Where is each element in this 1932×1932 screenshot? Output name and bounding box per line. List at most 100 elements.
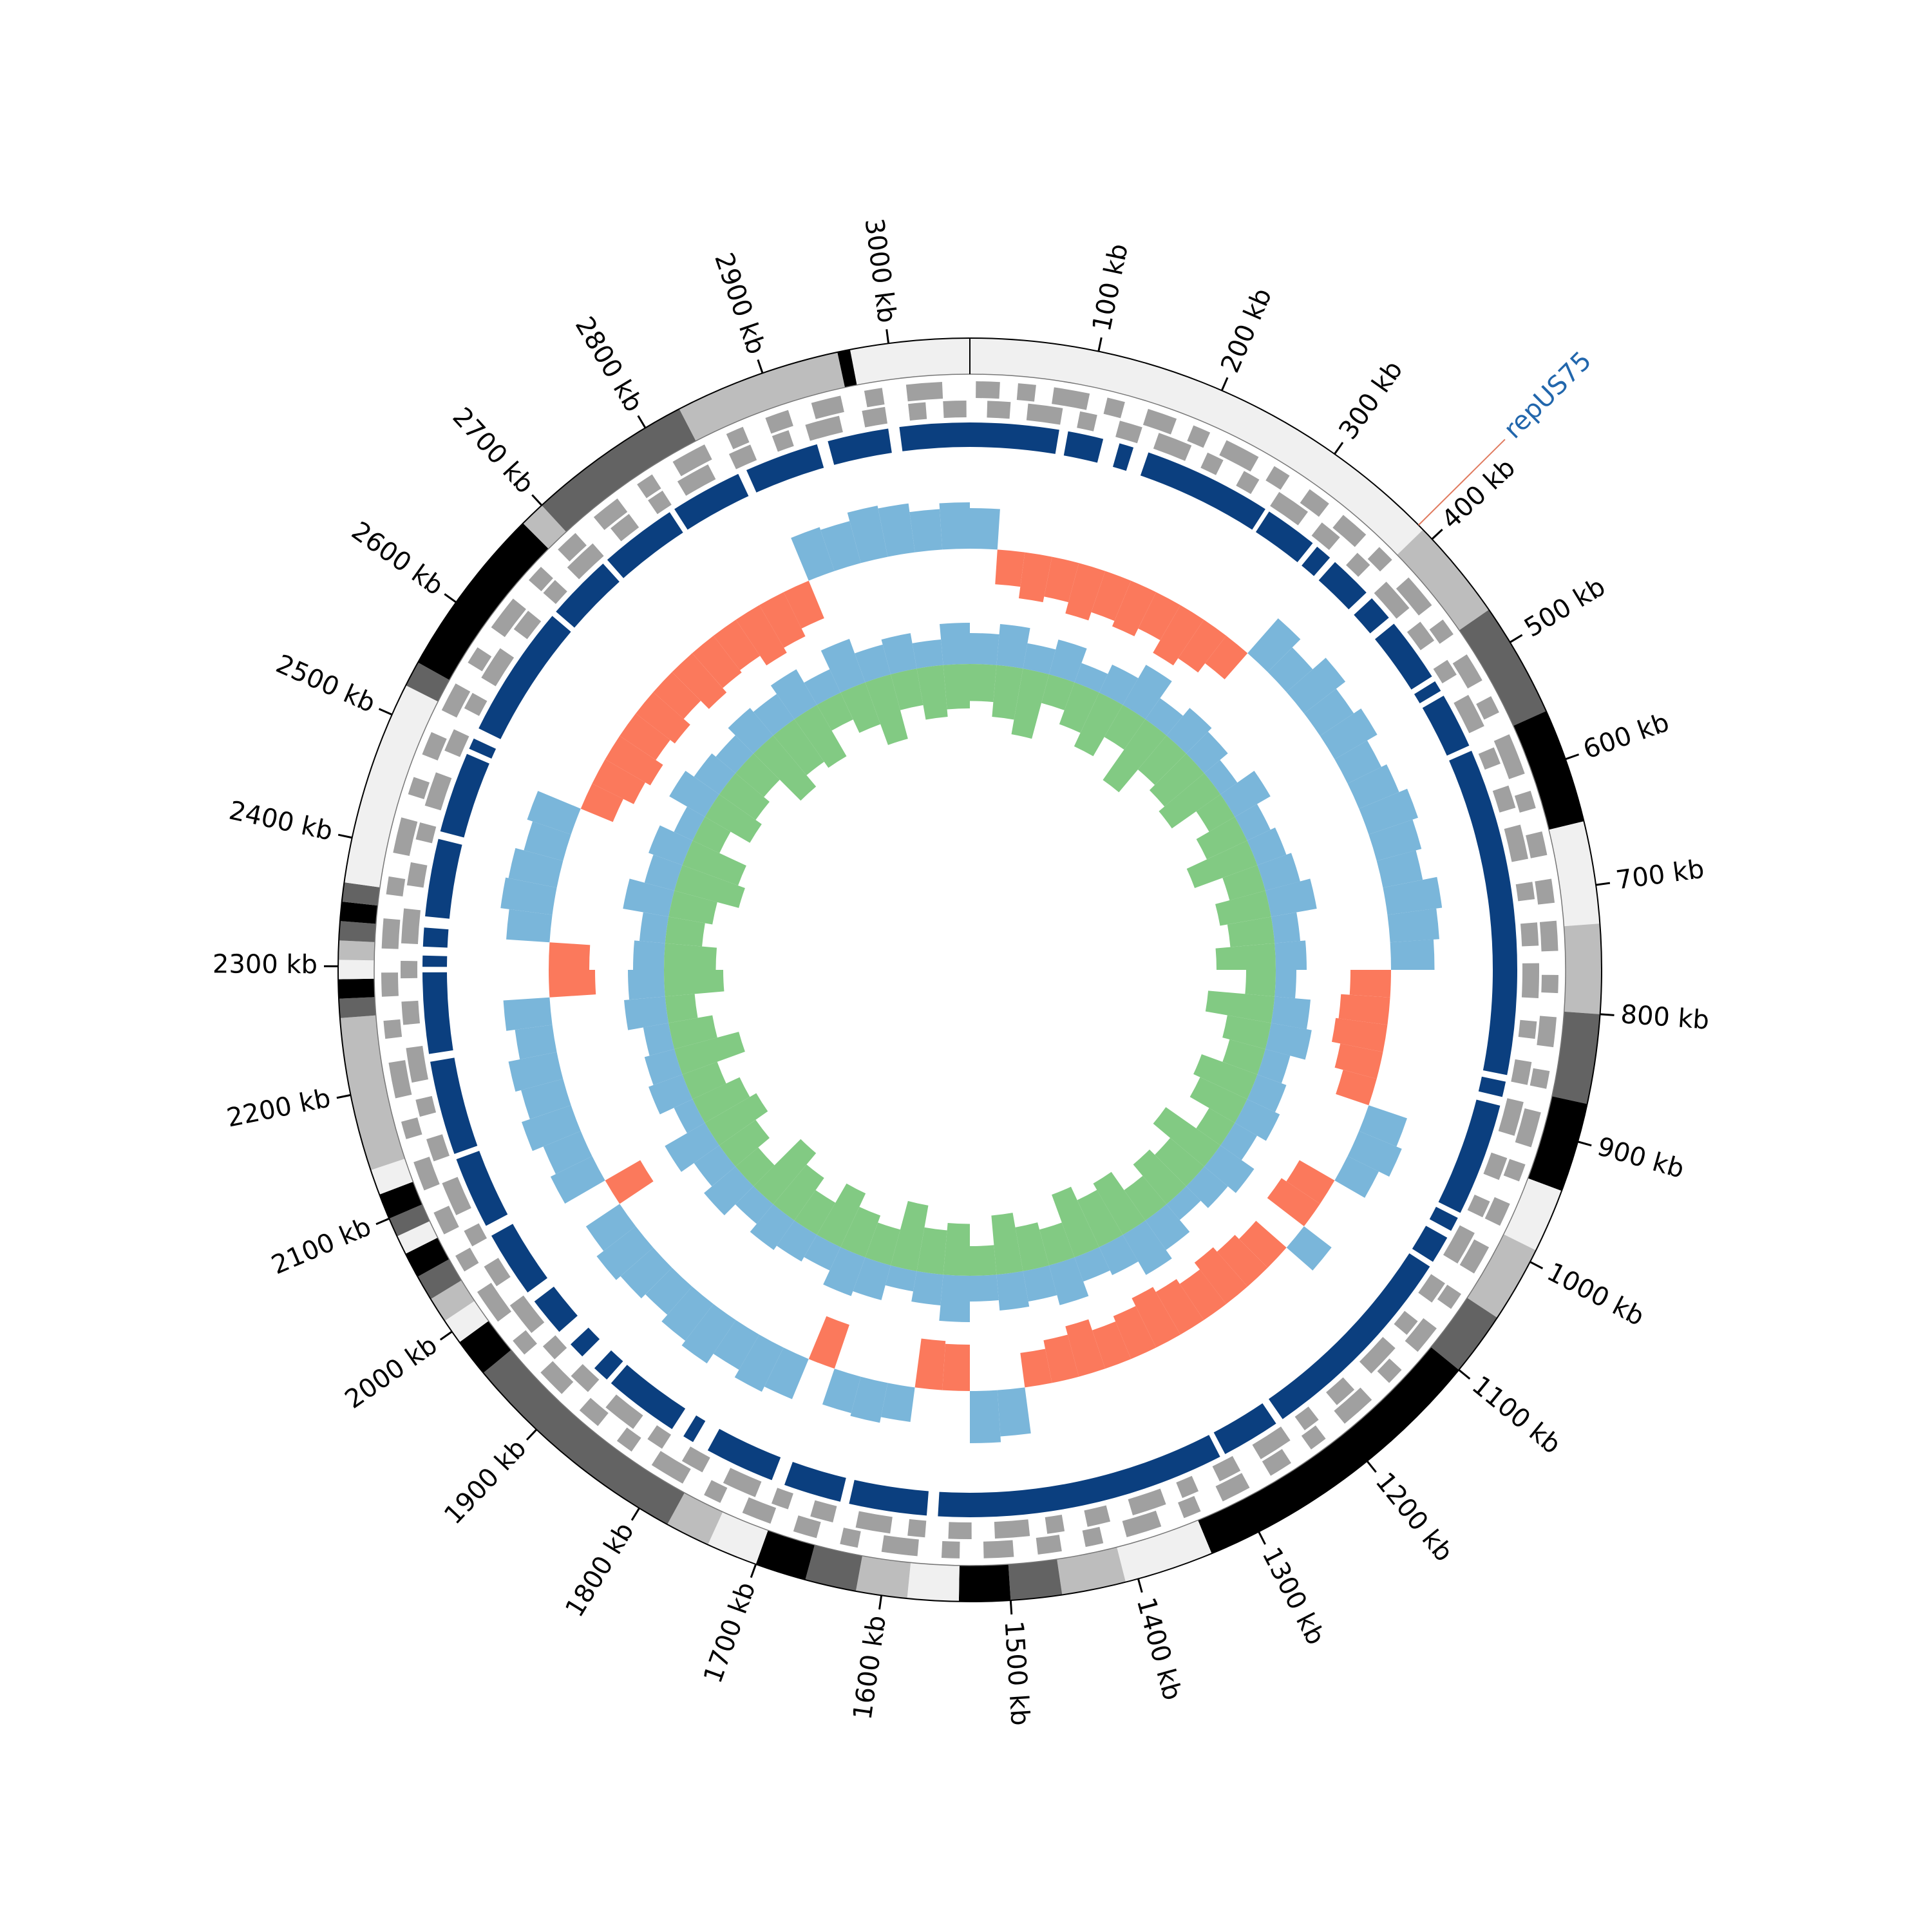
band bbox=[679, 352, 846, 441]
track-bar bbox=[1286, 1226, 1332, 1271]
track-bar bbox=[1166, 1186, 1201, 1220]
feature bbox=[481, 648, 515, 687]
track-bar bbox=[1018, 552, 1052, 603]
block bbox=[746, 444, 824, 493]
block bbox=[1438, 1099, 1501, 1213]
track-bar bbox=[1274, 940, 1307, 970]
track-bar bbox=[1153, 1107, 1221, 1167]
track-bar bbox=[1138, 592, 1180, 641]
tick-label: 2800 kb bbox=[569, 312, 649, 417]
feature bbox=[1200, 452, 1224, 475]
track-bar bbox=[1347, 1131, 1402, 1177]
block bbox=[674, 473, 749, 530]
feature bbox=[1045, 1515, 1065, 1534]
track-bar bbox=[1196, 1108, 1235, 1146]
feature bbox=[1452, 654, 1482, 689]
track-bar bbox=[1074, 1247, 1110, 1282]
band bbox=[338, 960, 375, 980]
feature bbox=[616, 1427, 641, 1452]
block bbox=[422, 927, 449, 948]
feature bbox=[810, 1500, 837, 1523]
feature bbox=[862, 406, 887, 428]
track-bar bbox=[1196, 817, 1247, 860]
tick-label: 100 kb bbox=[1087, 241, 1134, 334]
track-bar bbox=[1204, 760, 1238, 795]
annotation-label: repUS75 bbox=[1498, 346, 1597, 444]
track-bar bbox=[808, 1316, 849, 1369]
track-bar bbox=[524, 821, 571, 861]
feature bbox=[1518, 1019, 1537, 1039]
track-bar bbox=[1145, 698, 1184, 736]
block bbox=[1412, 1226, 1448, 1262]
track-bar bbox=[620, 713, 670, 761]
track-bar bbox=[1257, 1048, 1291, 1084]
block bbox=[1478, 1076, 1506, 1097]
band bbox=[1564, 923, 1602, 1014]
feature bbox=[477, 1282, 512, 1322]
track-bar bbox=[992, 665, 1023, 720]
tick-label: 2500 kb bbox=[272, 649, 380, 719]
track-bar bbox=[1041, 674, 1075, 710]
tick-mark bbox=[531, 494, 543, 506]
ideogram bbox=[337, 337, 1602, 1602]
track-bar bbox=[1222, 1039, 1265, 1075]
band bbox=[542, 408, 696, 532]
feature bbox=[388, 1060, 412, 1099]
band bbox=[755, 1530, 815, 1580]
track-bar bbox=[1349, 970, 1391, 998]
track-bar bbox=[1020, 1349, 1052, 1388]
block bbox=[1268, 1253, 1430, 1419]
track-bar bbox=[692, 636, 742, 688]
feature bbox=[907, 1519, 927, 1538]
track-bar bbox=[817, 692, 853, 731]
feature bbox=[401, 908, 421, 944]
track-bar bbox=[644, 1048, 683, 1085]
feature bbox=[881, 1535, 919, 1557]
track-bar bbox=[773, 719, 824, 775]
track-bar bbox=[1334, 1043, 1383, 1079]
track-bar bbox=[840, 682, 881, 734]
tick-label: 700 kb bbox=[1614, 855, 1706, 896]
tick-mark bbox=[375, 1217, 390, 1226]
block bbox=[607, 512, 683, 578]
block bbox=[938, 1435, 1220, 1517]
feature bbox=[1515, 882, 1535, 902]
track-bar bbox=[1247, 1074, 1287, 1113]
track-bar bbox=[997, 1387, 1031, 1437]
feature bbox=[593, 498, 628, 531]
track-bar bbox=[1023, 643, 1056, 675]
track-bar bbox=[645, 1267, 692, 1315]
track-bar bbox=[705, 794, 762, 843]
track-bar bbox=[1267, 647, 1313, 692]
track-bar bbox=[1159, 773, 1221, 829]
feature bbox=[1539, 920, 1558, 952]
track-bar bbox=[753, 1139, 817, 1204]
track-bar bbox=[668, 1015, 717, 1049]
feature bbox=[1252, 1426, 1291, 1459]
feature bbox=[1429, 620, 1454, 644]
track-bar bbox=[515, 1025, 557, 1060]
feature bbox=[793, 1515, 821, 1539]
track-bar bbox=[820, 638, 866, 693]
feature bbox=[943, 401, 967, 418]
track-bar bbox=[770, 669, 817, 719]
feature bbox=[1511, 1059, 1532, 1085]
feature bbox=[433, 1206, 459, 1235]
feature bbox=[1526, 831, 1548, 858]
feature bbox=[386, 876, 406, 897]
track-bar bbox=[624, 996, 669, 1030]
feature bbox=[381, 972, 399, 997]
track-bar bbox=[674, 865, 745, 908]
track-bar bbox=[1122, 1220, 1172, 1275]
feature bbox=[864, 388, 885, 408]
track-bar bbox=[681, 1303, 736, 1364]
tick-label: 1500 kb bbox=[998, 1620, 1034, 1727]
feature bbox=[742, 1497, 777, 1524]
feature bbox=[1334, 1387, 1372, 1424]
band bbox=[1117, 1520, 1212, 1582]
track-bar bbox=[592, 759, 645, 804]
track-bar bbox=[669, 770, 719, 817]
feature bbox=[765, 410, 793, 434]
band bbox=[1549, 821, 1600, 927]
